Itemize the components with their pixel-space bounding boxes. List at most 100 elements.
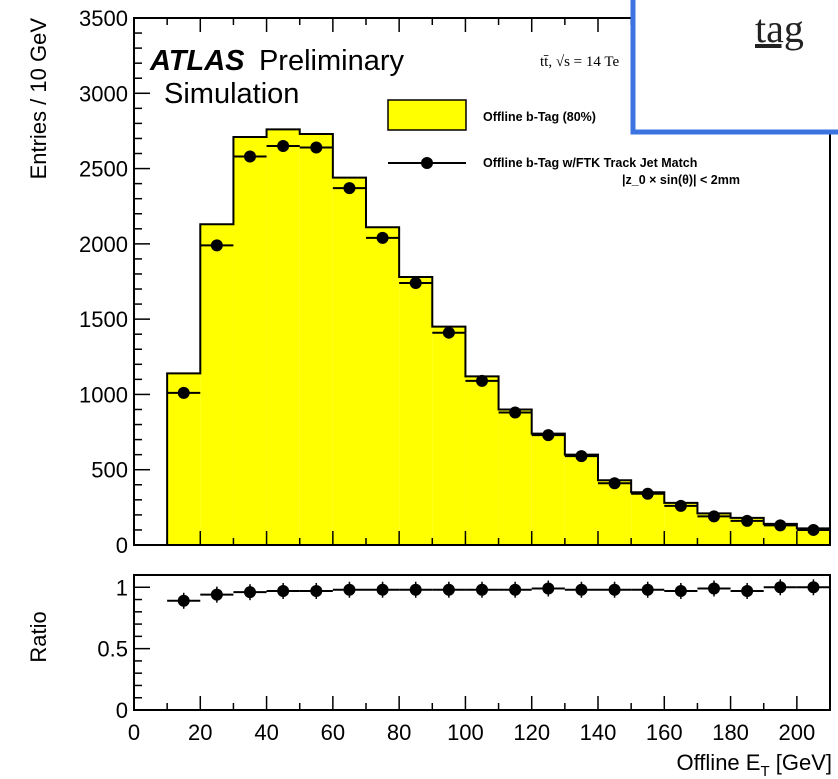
data-point: [674, 499, 687, 512]
histogram-bar: [465, 376, 499, 545]
histogram-bar: [531, 433, 565, 545]
histogram-bar: [299, 133, 333, 545]
data-point: [774, 519, 787, 532]
ratio-point: [641, 583, 654, 596]
ratio-point: [542, 582, 555, 595]
histogram-outline: [166, 128, 831, 545]
overlay-frame: [630, 0, 838, 135]
data-point: [807, 523, 820, 536]
data-point: [708, 510, 720, 523]
y-tick-label: 1500: [79, 307, 128, 332]
histogram-bar: [564, 454, 598, 545]
overlay-box: tag: [630, 0, 838, 135]
ratio-point: [575, 583, 588, 596]
y-tick-label: 2500: [79, 157, 128, 182]
x-tick-label: 140: [580, 720, 617, 745]
histogram-bar: [631, 492, 665, 545]
process-label: tt̄, √s = 14 Te: [540, 54, 619, 70]
atlas-label: ATLAS Preliminary Simulation tt̄, √s = 1…: [149, 45, 619, 110]
legend-marker-points: [421, 157, 433, 169]
ratio-point: [774, 581, 787, 594]
ratio-point: [741, 584, 754, 597]
ratio-point: [210, 588, 223, 601]
ratio-point: [376, 583, 389, 596]
ratio-panel: 0 20 40 60 80 100 120 140 160 180 200 00.51 Ratio …: [26, 574, 832, 779]
data-point: [509, 406, 522, 419]
y-axis-title: Entries / 10 GeV: [26, 18, 51, 180]
atlas-status-label: Preliminary: [259, 45, 405, 77]
ratio-point: [807, 581, 820, 594]
ratio-y-tick-label: 0.5: [97, 637, 128, 662]
ratio-point: [310, 584, 323, 597]
data-point: [177, 386, 190, 399]
histogram-bar: [266, 129, 300, 545]
data-point: [244, 150, 256, 163]
histogram-bar: [167, 373, 201, 545]
atlas-experiment-label: ATLAS: [149, 45, 245, 77]
ratio-point: [509, 583, 522, 596]
histogram-bar: [498, 409, 532, 545]
histogram-bar: [763, 523, 797, 545]
ratio-point: [708, 582, 720, 595]
data-point: [608, 477, 621, 490]
x-tick-label: 160: [646, 720, 683, 745]
histogram-bar: [233, 136, 267, 546]
data-point: [476, 374, 488, 387]
ratio-point: [409, 583, 422, 596]
data-point: [409, 277, 422, 290]
data-point: [277, 139, 290, 152]
histogram-bar: [432, 326, 466, 545]
ratio-point: [608, 583, 621, 596]
data-point: [542, 429, 555, 442]
ratio-point: [442, 583, 455, 596]
ratio-point: [343, 583, 356, 596]
histogram-bar: [200, 224, 234, 546]
y-tick-label: 3000: [79, 81, 128, 106]
svg-text:ATLAS Preliminary: ATLAS Preliminary: [149, 45, 404, 77]
legend-label-cut: |z_0 × sin(θ)| < 2mm: [622, 173, 740, 187]
y-tick-label: 0: [116, 533, 128, 558]
data-point: [641, 487, 654, 500]
histogram-bar: [598, 480, 632, 545]
x-tick-label: 180: [712, 720, 749, 745]
y-tick-label: 3500: [79, 6, 128, 31]
x-tick-label: 120: [513, 720, 550, 745]
y-tick-label: 1000: [79, 382, 128, 407]
data-point: [575, 450, 588, 463]
histogram-bar: [796, 528, 830, 545]
legend-label-histogram: Offline b-Tag (80%): [483, 110, 596, 124]
upper-panel: 0 500 1000 1500 2000 2500 3000 3500 Entries / 1…: [26, 6, 831, 558]
legend-swatch-histogram: [387, 99, 467, 131]
y-tick-label: 500: [91, 458, 128, 483]
overlay-text: tag: [755, 6, 804, 51]
x-tick-label: 100: [447, 720, 484, 745]
ratio-point: [244, 586, 256, 599]
data-point: [310, 141, 323, 154]
histogram-bar: [399, 276, 433, 545]
upper-plot-frame: [133, 17, 831, 546]
ratio-axis-title: Ratio: [26, 611, 51, 662]
ratio-point: [476, 583, 488, 596]
ratio-plot-frame: [133, 574, 831, 711]
ratio-y-tick-label: 0: [116, 698, 128, 723]
histogram-bar: [332, 177, 366, 545]
ratio-point: [177, 594, 190, 607]
x-tick-label: 200: [778, 720, 815, 745]
atlas-sub-label: Simulation: [164, 78, 299, 110]
x-axis-title: Offline ET [GeV]: [676, 750, 832, 779]
x-tick-label: 0: [128, 720, 140, 745]
ratio-point: [277, 584, 290, 597]
ratio-y-tick-label: 1: [116, 575, 128, 600]
y-tick-label: 2000: [79, 232, 128, 257]
x-tick-label: 60: [321, 720, 345, 745]
histogram-bar: [366, 227, 400, 545]
legend: Offline b-Tag (80%) Offline b-Tag w/FTK …: [387, 99, 740, 187]
data-point: [741, 514, 754, 527]
data-point: [343, 182, 356, 195]
data-point: [376, 231, 389, 244]
ratio-point: [674, 584, 687, 597]
x-tick-label: 80: [387, 720, 411, 745]
data-point: [210, 239, 223, 252]
legend-label-points: Offline b-Tag w/FTK Track Jet Match: [483, 156, 697, 170]
